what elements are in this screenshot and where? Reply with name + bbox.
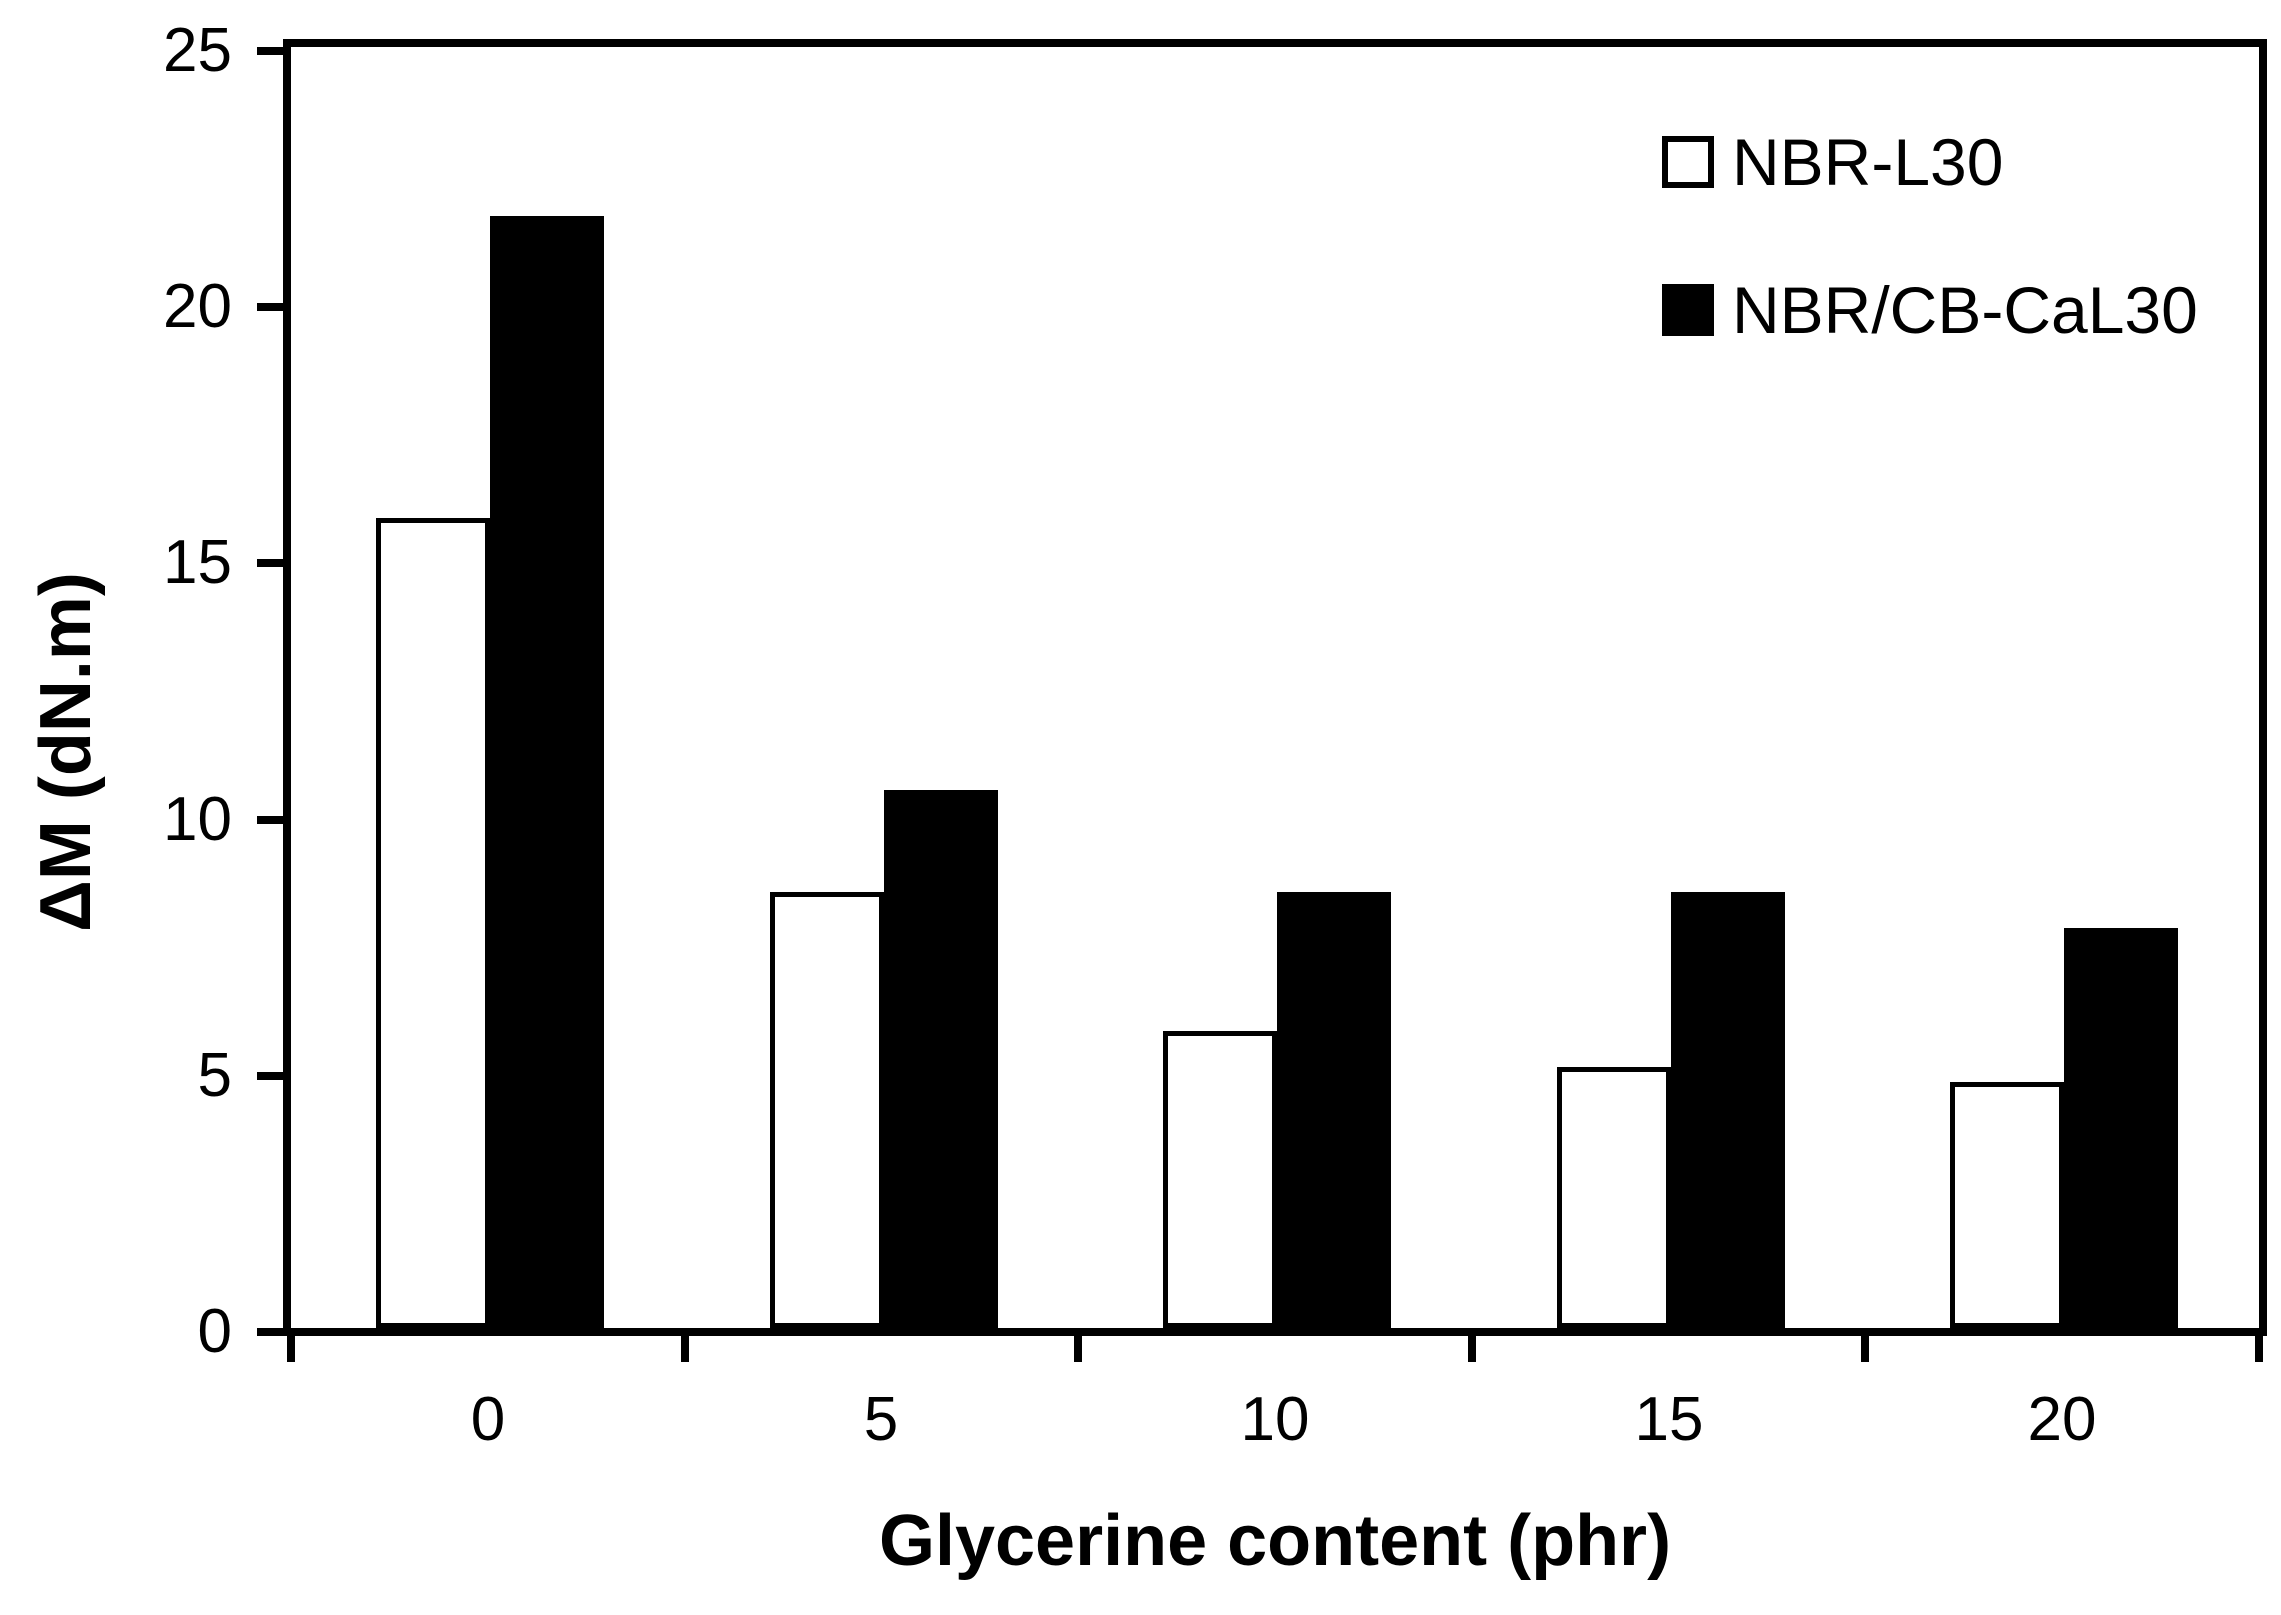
legend-item-nbr-cb-cal30: NBR/CB-CaL30 <box>1662 273 2198 347</box>
bar-nbr-l30-10 <box>1163 1031 1277 1328</box>
x-tick-label-20: 20 <box>2027 1385 2097 1454</box>
y-tick-label-25: 25 <box>163 16 232 85</box>
y-tick-label-10: 10 <box>163 785 232 854</box>
x-tick-label-0: 0 <box>470 1385 506 1454</box>
legend: NBR-L30 NBR/CB-CaL30 <box>1662 125 2198 430</box>
bar-nbr-cb-cal30-0 <box>490 216 604 1328</box>
y-tick-label-0: 0 <box>197 1297 232 1366</box>
y-tick-15 <box>257 559 283 567</box>
x-tick-label-15: 15 <box>1634 1385 1704 1454</box>
y-tick-label-15: 15 <box>163 528 232 597</box>
plot-area <box>283 39 2267 1336</box>
bar-nbr-cb-cal30-10 <box>1277 892 1391 1328</box>
bar-nbr-l30-15 <box>1557 1067 1671 1328</box>
y-tick-label-5: 5 <box>197 1041 232 1110</box>
y-tick-10 <box>257 816 283 824</box>
bar-nbr-cb-cal30-5 <box>884 790 998 1328</box>
x-tick-3 <box>1468 1336 1476 1362</box>
y-tick-0 <box>257 1328 283 1336</box>
legend-swatch-white-square <box>1662 136 1714 188</box>
x-axis-title: Glycerine content (phr) <box>878 1501 1672 1581</box>
legend-item-nbr-l30: NBR-L30 <box>1662 125 2198 199</box>
x-tick-label-10: 10 <box>1240 1385 1310 1454</box>
y-tick-5 <box>257 1072 283 1080</box>
x-tick-1 <box>681 1336 689 1362</box>
x-tick-5 <box>2255 1336 2263 1362</box>
x-tick-label-5: 5 <box>863 1385 899 1454</box>
bar-nbr-cb-cal30-15 <box>1671 892 1785 1328</box>
x-tick-2 <box>1074 1336 1082 1362</box>
x-tick-0 <box>287 1336 295 1362</box>
y-axis-title: ΔM (dN.m) <box>26 572 106 932</box>
bar-nbr-l30-0 <box>376 518 490 1328</box>
bar-nbr-l30-5 <box>770 892 884 1328</box>
x-tick-4 <box>1861 1336 1869 1362</box>
legend-swatch-black-square <box>1662 284 1714 336</box>
legend-label-nbr-cb-cal30: NBR/CB-CaL30 <box>1732 273 2198 347</box>
y-tick-25 <box>257 47 283 55</box>
bar-nbr-l30-20 <box>1950 1082 2064 1328</box>
y-tick-label-20: 20 <box>163 272 232 341</box>
y-tick-20 <box>257 303 283 311</box>
legend-label-nbr-l30: NBR-L30 <box>1732 125 2004 199</box>
bar-nbr-cb-cal30-20 <box>2064 928 2178 1328</box>
